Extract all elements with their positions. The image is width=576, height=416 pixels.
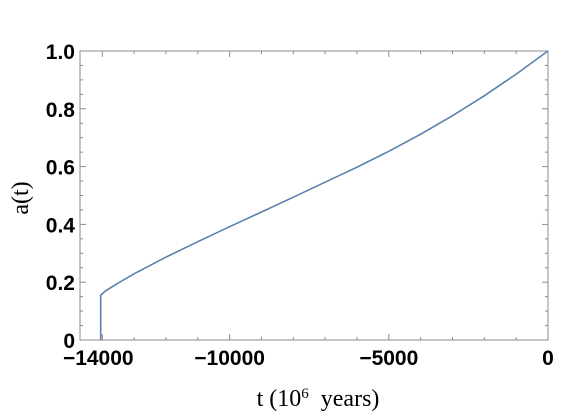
y-tick-label: 0 <box>63 330 75 353</box>
y-axis-label: a(t) <box>8 181 34 214</box>
x-axis: −14000 −10000 −5000 0 <box>63 51 554 370</box>
series-line <box>99 50 549 340</box>
y-tick-label: 0.4 <box>46 214 76 237</box>
y-tick-label: 0.6 <box>46 157 75 180</box>
x-axis-label: t (106 years) <box>257 386 380 412</box>
x-axis-label-exponent: 6 <box>301 386 309 402</box>
x-tick-label: 0 <box>542 347 554 370</box>
x-tick-label: −10000 <box>194 347 265 370</box>
x-tick-label: −5000 <box>359 347 418 370</box>
y-tick-label: 1.0 <box>46 41 75 64</box>
x-axis-label-prefix: t (10 <box>257 386 302 412</box>
y-tick-label: 0.2 <box>46 272 75 295</box>
y-axis: 0 0.2 0.4 0.6 0.8 1.0 <box>46 41 548 353</box>
x-tick-label: −14000 <box>63 347 134 370</box>
x-axis-label-suffix: years) <box>309 386 380 412</box>
plot-frame <box>79 50 549 341</box>
series-layer <box>99 50 549 340</box>
y-tick-label: 0.8 <box>46 99 76 122</box>
